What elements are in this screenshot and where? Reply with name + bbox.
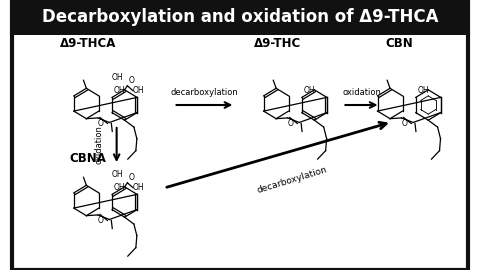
Text: Δ9-THC: Δ9-THC xyxy=(254,37,301,50)
Text: OH: OH xyxy=(114,86,126,95)
Text: oxidation: oxidation xyxy=(342,88,381,97)
Text: decarboxylation: decarboxylation xyxy=(256,165,328,195)
Text: OH: OH xyxy=(133,86,145,95)
Text: OH: OH xyxy=(111,170,123,179)
Text: decarboxylation: decarboxylation xyxy=(170,88,238,97)
Bar xyxy=(12,0,468,35)
Text: oxidation: oxidation xyxy=(95,126,103,164)
Text: O: O xyxy=(288,119,294,128)
Text: O: O xyxy=(98,216,104,225)
Text: O: O xyxy=(402,119,408,128)
Text: OH: OH xyxy=(418,86,429,95)
Text: OH: OH xyxy=(133,183,145,192)
Text: Δ9-THCA: Δ9-THCA xyxy=(60,37,116,50)
Text: O: O xyxy=(98,119,104,128)
Text: CBNA: CBNA xyxy=(70,152,107,165)
Text: O: O xyxy=(128,76,134,85)
Text: OH: OH xyxy=(304,86,315,95)
Text: CBN: CBN xyxy=(385,37,413,50)
Text: O: O xyxy=(128,173,134,182)
Text: Decarboxylation and oxidation of Δ9-THCA: Decarboxylation and oxidation of Δ9-THCA xyxy=(42,8,438,26)
Text: OH: OH xyxy=(111,73,123,82)
Text: OH: OH xyxy=(114,183,126,193)
